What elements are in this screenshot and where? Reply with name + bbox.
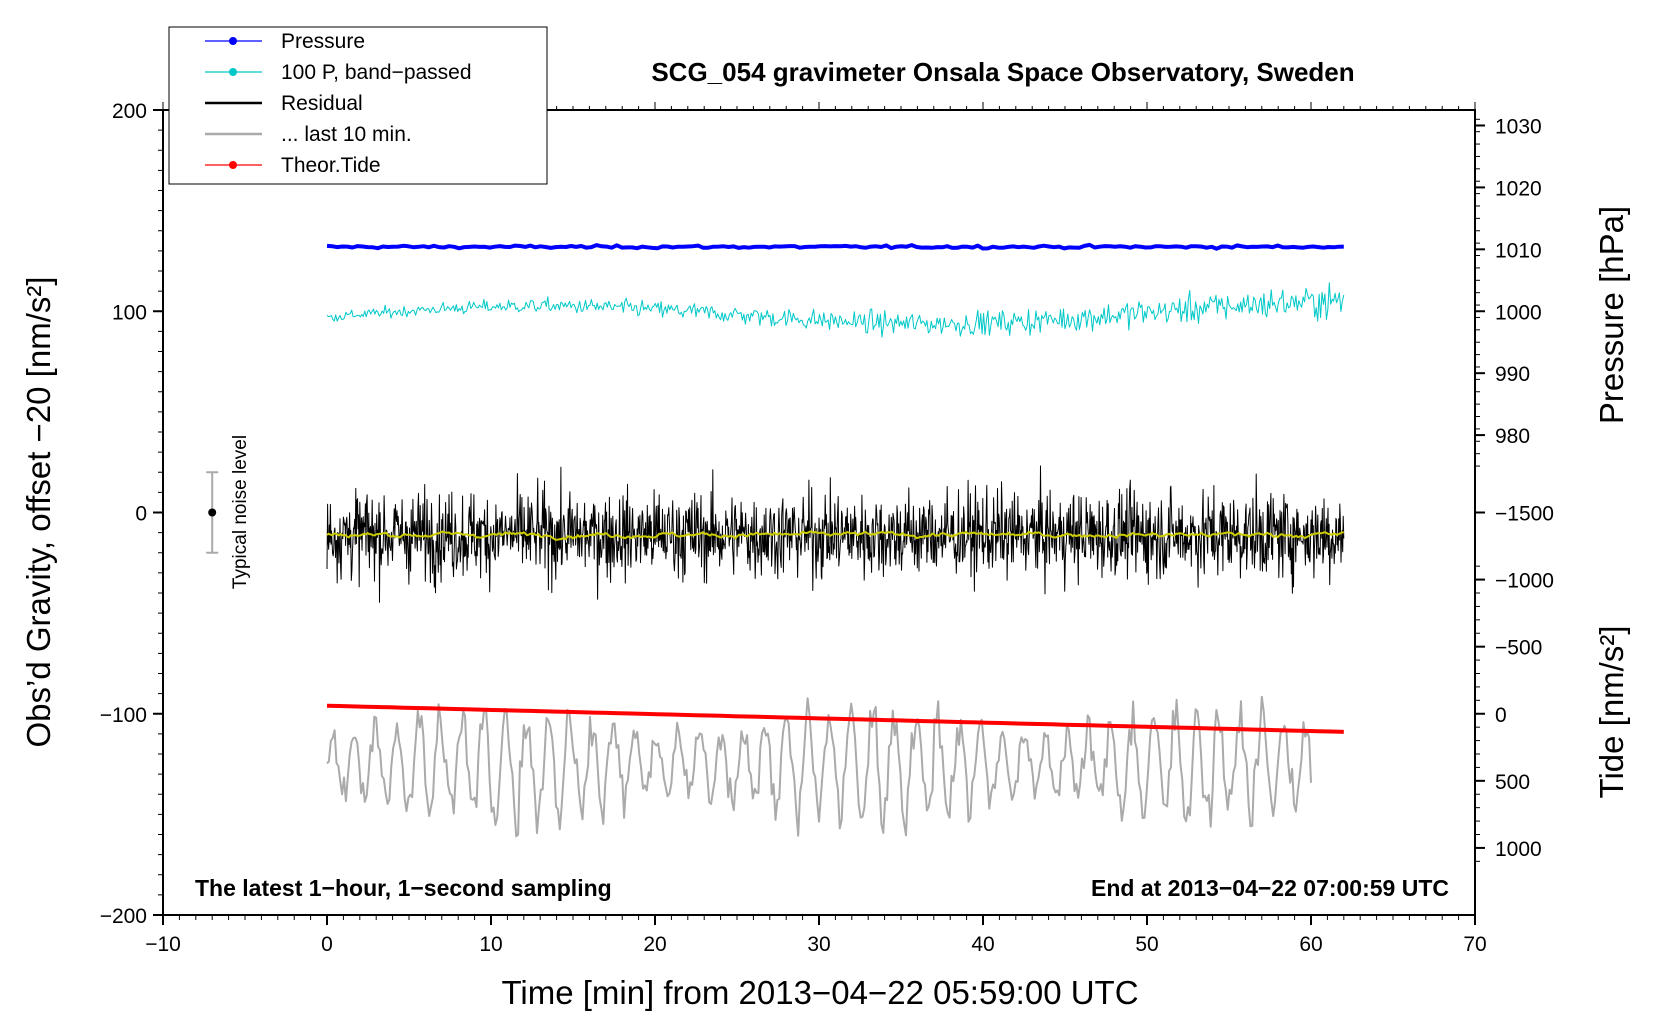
legend-label: 100 P, band−passed — [281, 61, 472, 84]
x-tick-label: 30 — [807, 933, 830, 956]
legend-label: Residual — [281, 92, 363, 115]
x-tick-label: 50 — [1135, 933, 1158, 956]
chart-title: SCG_054 gravimeter Onsala Space Observat… — [651, 57, 1354, 87]
x-tick-label: 0 — [321, 933, 333, 956]
noise-indicator — [206, 471, 219, 554]
pressure-tick-label: 1030 — [1495, 115, 1542, 138]
legend-swatch-marker — [229, 161, 237, 169]
tide-tick-label: −1500 — [1495, 503, 1554, 526]
series-layer — [326, 242, 1345, 838]
pressure-tick-label: 1020 — [1495, 177, 1542, 200]
pressure-tick-label: 1010 — [1495, 239, 1542, 262]
legend-swatch-marker — [229, 68, 237, 76]
pressure-tick-label: 990 — [1495, 363, 1530, 386]
legend-box — [168, 26, 548, 185]
y-tick-label: 0 — [135, 503, 147, 526]
tide-tick-label: −500 — [1495, 637, 1542, 660]
y-tick-label: 100 — [112, 301, 147, 324]
y-axis-title-left: Obs’d Gravity, offset −20 [nm/s²] — [20, 276, 57, 747]
y-axis-title-tide: Tide [nm/s²] — [1593, 626, 1630, 799]
footer-right: End at 2013−04−22 07:00:59 UTC — [1091, 875, 1449, 901]
pressure-tick-label: 980 — [1495, 425, 1530, 448]
residual-line — [326, 465, 1345, 603]
tide-tick-label: 0 — [1495, 704, 1507, 727]
y-tick-label: −200 — [100, 905, 147, 928]
pressure-line — [326, 242, 1344, 251]
x-tick-label: 40 — [971, 933, 994, 956]
x-tick-label: 60 — [1299, 933, 1322, 956]
x-tick-label: −10 — [145, 933, 181, 956]
y-tick-label: 200 — [112, 100, 147, 123]
pressure-bandpassed-line — [326, 282, 1345, 338]
y-tick-label: −100 — [100, 704, 147, 727]
tide-tick-label: −1000 — [1495, 570, 1554, 593]
noise-label: Typical noise level — [230, 435, 251, 589]
footer-left: The latest 1−hour, 1−second sampling — [195, 875, 612, 901]
x-tick-label: 70 — [1463, 933, 1486, 956]
y-axis-title-pressure: Pressure [hPa] — [1593, 206, 1630, 424]
noise-center-dot — [208, 508, 217, 517]
tide-tick-label: 1000 — [1495, 838, 1542, 861]
legend: Pressure 100 P, band−passed Residual ... la… — [168, 26, 548, 185]
legend-label: Theor.Tide — [281, 154, 381, 177]
x-tick-label: 20 — [643, 933, 666, 956]
pressure-tick-label: 1000 — [1495, 301, 1542, 324]
legend-swatch-marker — [229, 37, 237, 45]
legend-label: ... last 10 min. — [281, 123, 412, 146]
legend-label: Pressure — [281, 30, 365, 53]
last-10min-line — [326, 695, 1312, 838]
theoretical-tide-line — [326, 703, 1344, 734]
residual-smoothed-line — [326, 530, 1345, 541]
tide-tick-label: 500 — [1495, 771, 1530, 794]
x-tick-label: 10 — [479, 933, 502, 956]
x-axis-title: Time [min] from 2013−04−22 05:59:00 UTC — [501, 974, 1138, 1011]
axes-layer: −10 0 10 20 30 40 50 60 702001000−100−2001030102… — [100, 100, 1554, 956]
